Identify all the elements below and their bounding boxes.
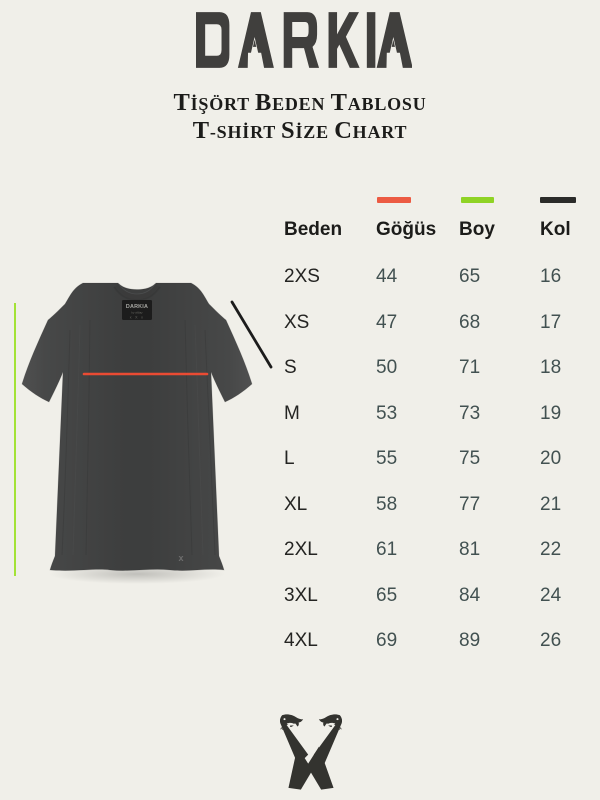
svg-text:x X x: x X x (130, 315, 145, 319)
svg-text:DARKIA: DARKIA (126, 304, 148, 310)
svg-text:x: x (178, 553, 183, 563)
svg-text:by ofdiay: by ofdiay (131, 310, 143, 314)
